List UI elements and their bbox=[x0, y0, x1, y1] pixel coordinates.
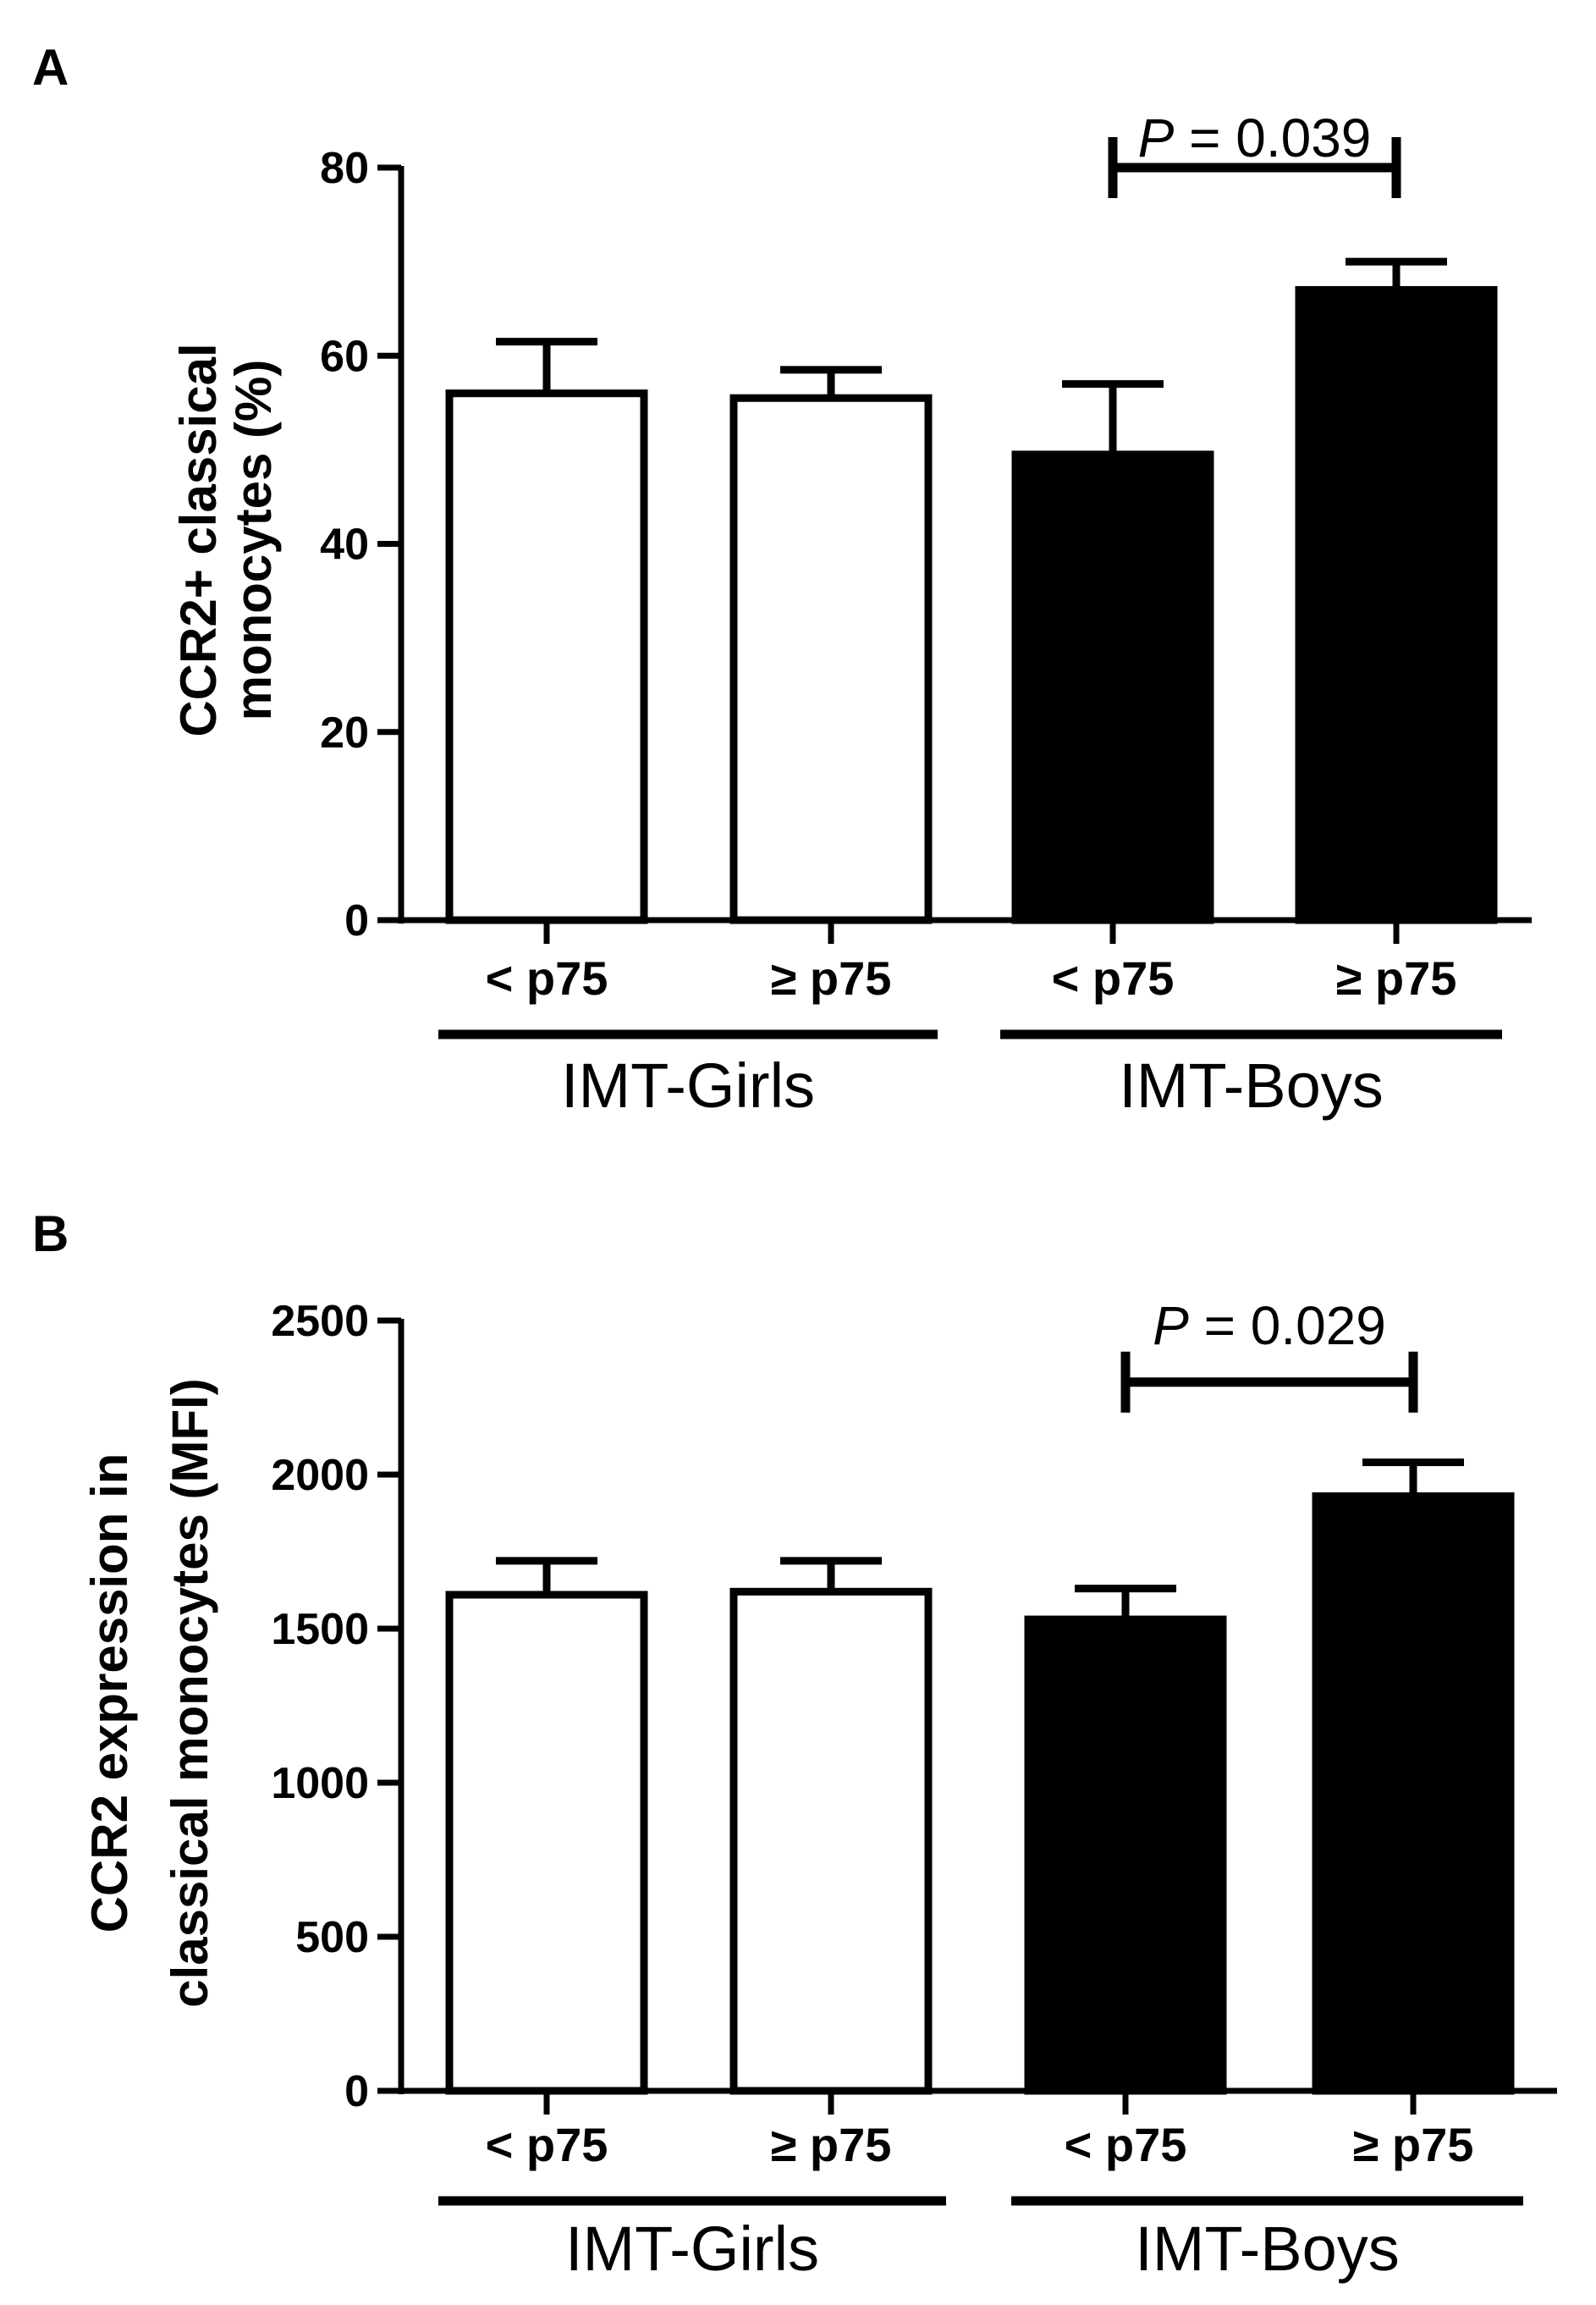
bar bbox=[1312, 1492, 1515, 2095]
bar bbox=[729, 394, 933, 924]
p-value-label: P = 0.039 bbox=[1138, 108, 1372, 168]
bar bbox=[1295, 285, 1498, 924]
group-label: IMT-Boys bbox=[1119, 1050, 1383, 1121]
panel-letter: B bbox=[32, 1205, 69, 1262]
x-tick-label: < p75 bbox=[1052, 951, 1175, 1005]
p-value-text: = 0.029 bbox=[1189, 1295, 1386, 1356]
panel-letter: A bbox=[32, 39, 69, 96]
x-tick-label: ≥ p75 bbox=[1353, 2118, 1474, 2171]
x-tick-label: ≥ p75 bbox=[771, 2118, 892, 2171]
x-tick-label: ≥ p75 bbox=[771, 951, 892, 1005]
y-tick-label: 20 bbox=[320, 709, 369, 758]
x-tick-label: < p75 bbox=[486, 951, 608, 1005]
y-tick-label: 2500 bbox=[271, 1297, 369, 1346]
bar bbox=[1011, 450, 1214, 924]
bar bbox=[445, 1591, 648, 2095]
y-tick-label: 40 bbox=[320, 521, 369, 570]
p-value-symbol: P bbox=[1138, 108, 1175, 168]
group-label: IMT-Girls bbox=[561, 1050, 815, 1121]
x-tick-label: ≥ p75 bbox=[1336, 951, 1457, 1005]
p-value-text: = 0.039 bbox=[1174, 108, 1371, 168]
y-tick-label: 0 bbox=[344, 2067, 369, 2116]
group-label: IMT-Boys bbox=[1135, 2214, 1399, 2284]
chart-panel-b: B CCR2 expression in classical monocytes (… bbox=[32, 1205, 1557, 2284]
p-value-label: P = 0.029 bbox=[1153, 1295, 1386, 1356]
bar bbox=[1024, 1615, 1227, 2095]
group-label: IMT-Girls bbox=[565, 2214, 819, 2284]
y-axis-label-line: CCR2 expression in bbox=[81, 1453, 138, 1933]
y-tick-label: 500 bbox=[295, 1913, 369, 1962]
y-axis-label-line: monocytes (%) bbox=[225, 360, 282, 721]
y-tick-label: 1000 bbox=[271, 1759, 369, 1808]
bar bbox=[729, 1587, 933, 2095]
p-value-symbol: P bbox=[1153, 1295, 1189, 1356]
y-tick-label: 1500 bbox=[271, 1605, 369, 1654]
bar bbox=[445, 389, 648, 924]
x-tick-label: < p75 bbox=[486, 2118, 608, 2171]
y-tick-label: 80 bbox=[320, 144, 369, 193]
y-tick-label: 60 bbox=[320, 332, 369, 381]
x-tick-label: < p75 bbox=[1065, 2118, 1187, 2171]
y-tick-label: 0 bbox=[344, 896, 369, 946]
y-axis-label-line: classical monocytes (MFI) bbox=[162, 1378, 218, 2008]
y-tick-label: 2000 bbox=[271, 1451, 369, 1500]
y-axis-label-line: CCR2+ classical bbox=[170, 343, 227, 736]
